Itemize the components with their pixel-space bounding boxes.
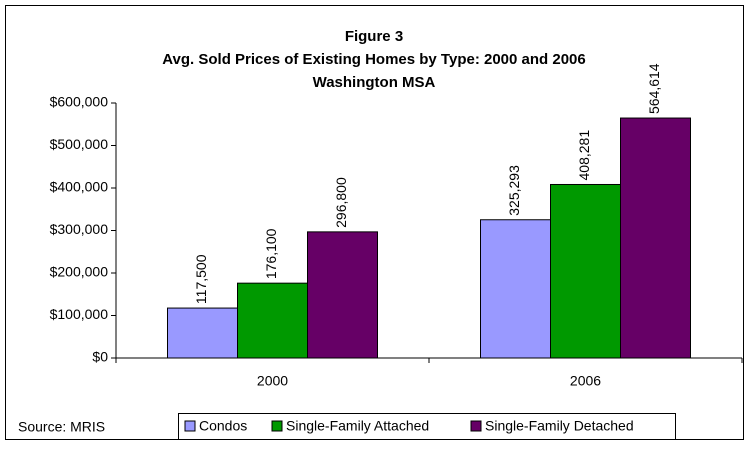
legend-swatch (271, 420, 283, 432)
value-label: 564,614 (646, 63, 662, 114)
y-tick-label: $500,000 (50, 136, 109, 152)
value-label: 296,800 (333, 177, 349, 228)
legend-swatch (470, 420, 482, 432)
bar (550, 183, 621, 359)
value-label: 325,293 (506, 165, 522, 216)
legend-label: Condos (199, 418, 247, 434)
x-tick-label: 2006 (570, 373, 601, 389)
source-note: Source: MRIS (18, 419, 105, 435)
value-label: 176,100 (263, 228, 279, 279)
x-tick-label: 2000 (257, 373, 288, 389)
y-tick-label: $200,000 (50, 264, 109, 280)
chart-title: Figure 3 (345, 28, 403, 45)
y-tick-label: $0 (92, 349, 108, 365)
legend (178, 413, 676, 440)
y-tick-label: $100,000 (50, 306, 109, 322)
legend-label: Single-Family Attached (286, 418, 429, 434)
y-tick-label: $400,000 (50, 179, 109, 195)
y-tick-label: $300,000 (50, 221, 109, 237)
chart-title: Washington MSA (313, 74, 436, 91)
value-label: 408,281 (576, 130, 592, 181)
bar (620, 117, 691, 359)
bar (237, 282, 308, 359)
bar (480, 219, 551, 359)
value-label: 117,500 (193, 254, 209, 304)
legend-label: Single-Family Detached (485, 418, 634, 434)
chart-title: Avg. Sold Prices of Existing Homes by Ty… (162, 51, 585, 68)
y-tick-label: $600,000 (50, 94, 109, 110)
legend-swatch (184, 420, 196, 432)
bar (167, 307, 238, 359)
bar (307, 231, 378, 359)
